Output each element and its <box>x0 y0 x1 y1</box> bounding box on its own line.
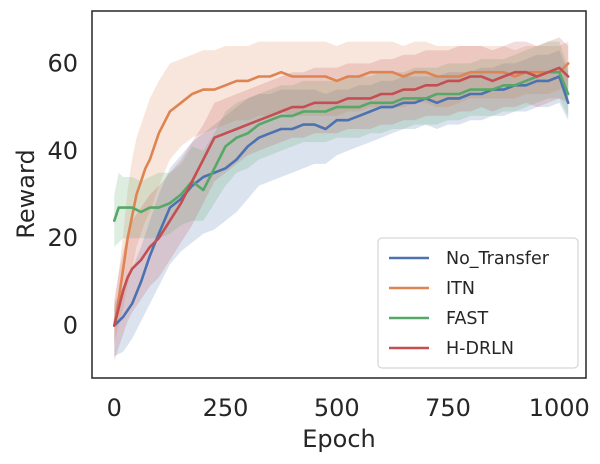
x-axis-title: Epoch <box>302 425 376 453</box>
plot-frame <box>91 10 587 379</box>
x-tick-label: 1000 <box>529 394 590 422</box>
y-tick-label: 20 <box>47 224 78 252</box>
band-no-transfer <box>114 50 569 357</box>
legend-label-fast: FAST <box>446 309 489 329</box>
x-tick-label: 500 <box>314 394 360 422</box>
legend-label-itn: ITN <box>446 279 475 299</box>
band-itn <box>114 41 569 343</box>
x-tick-label: 0 <box>107 394 122 422</box>
legend-label-no-transfer: No_Transfer <box>446 249 550 269</box>
x-tick-label: 750 <box>425 394 471 422</box>
line-itn <box>113 62 570 327</box>
legend-label-h-drln: H-DRLN <box>446 339 514 359</box>
y-tick-label: 0 <box>63 312 78 340</box>
y-tick-label: 60 <box>47 49 78 77</box>
legend: No_Transfer ITN FAST H-DRLN <box>377 237 579 369</box>
line-h-drln <box>113 66 570 327</box>
series-lines <box>113 62 570 327</box>
band-h-drln <box>114 37 569 361</box>
line-fast <box>113 70 570 222</box>
legend-box <box>377 237 579 369</box>
y-axis-ticks: 0 20 40 60 <box>47 49 78 339</box>
y-tick-label: 40 <box>47 137 78 165</box>
x-axis-ticks: 0 250 500 750 1000 <box>107 394 590 422</box>
y-axis-title: Reward <box>12 149 40 238</box>
x-tick-label: 250 <box>203 394 249 422</box>
